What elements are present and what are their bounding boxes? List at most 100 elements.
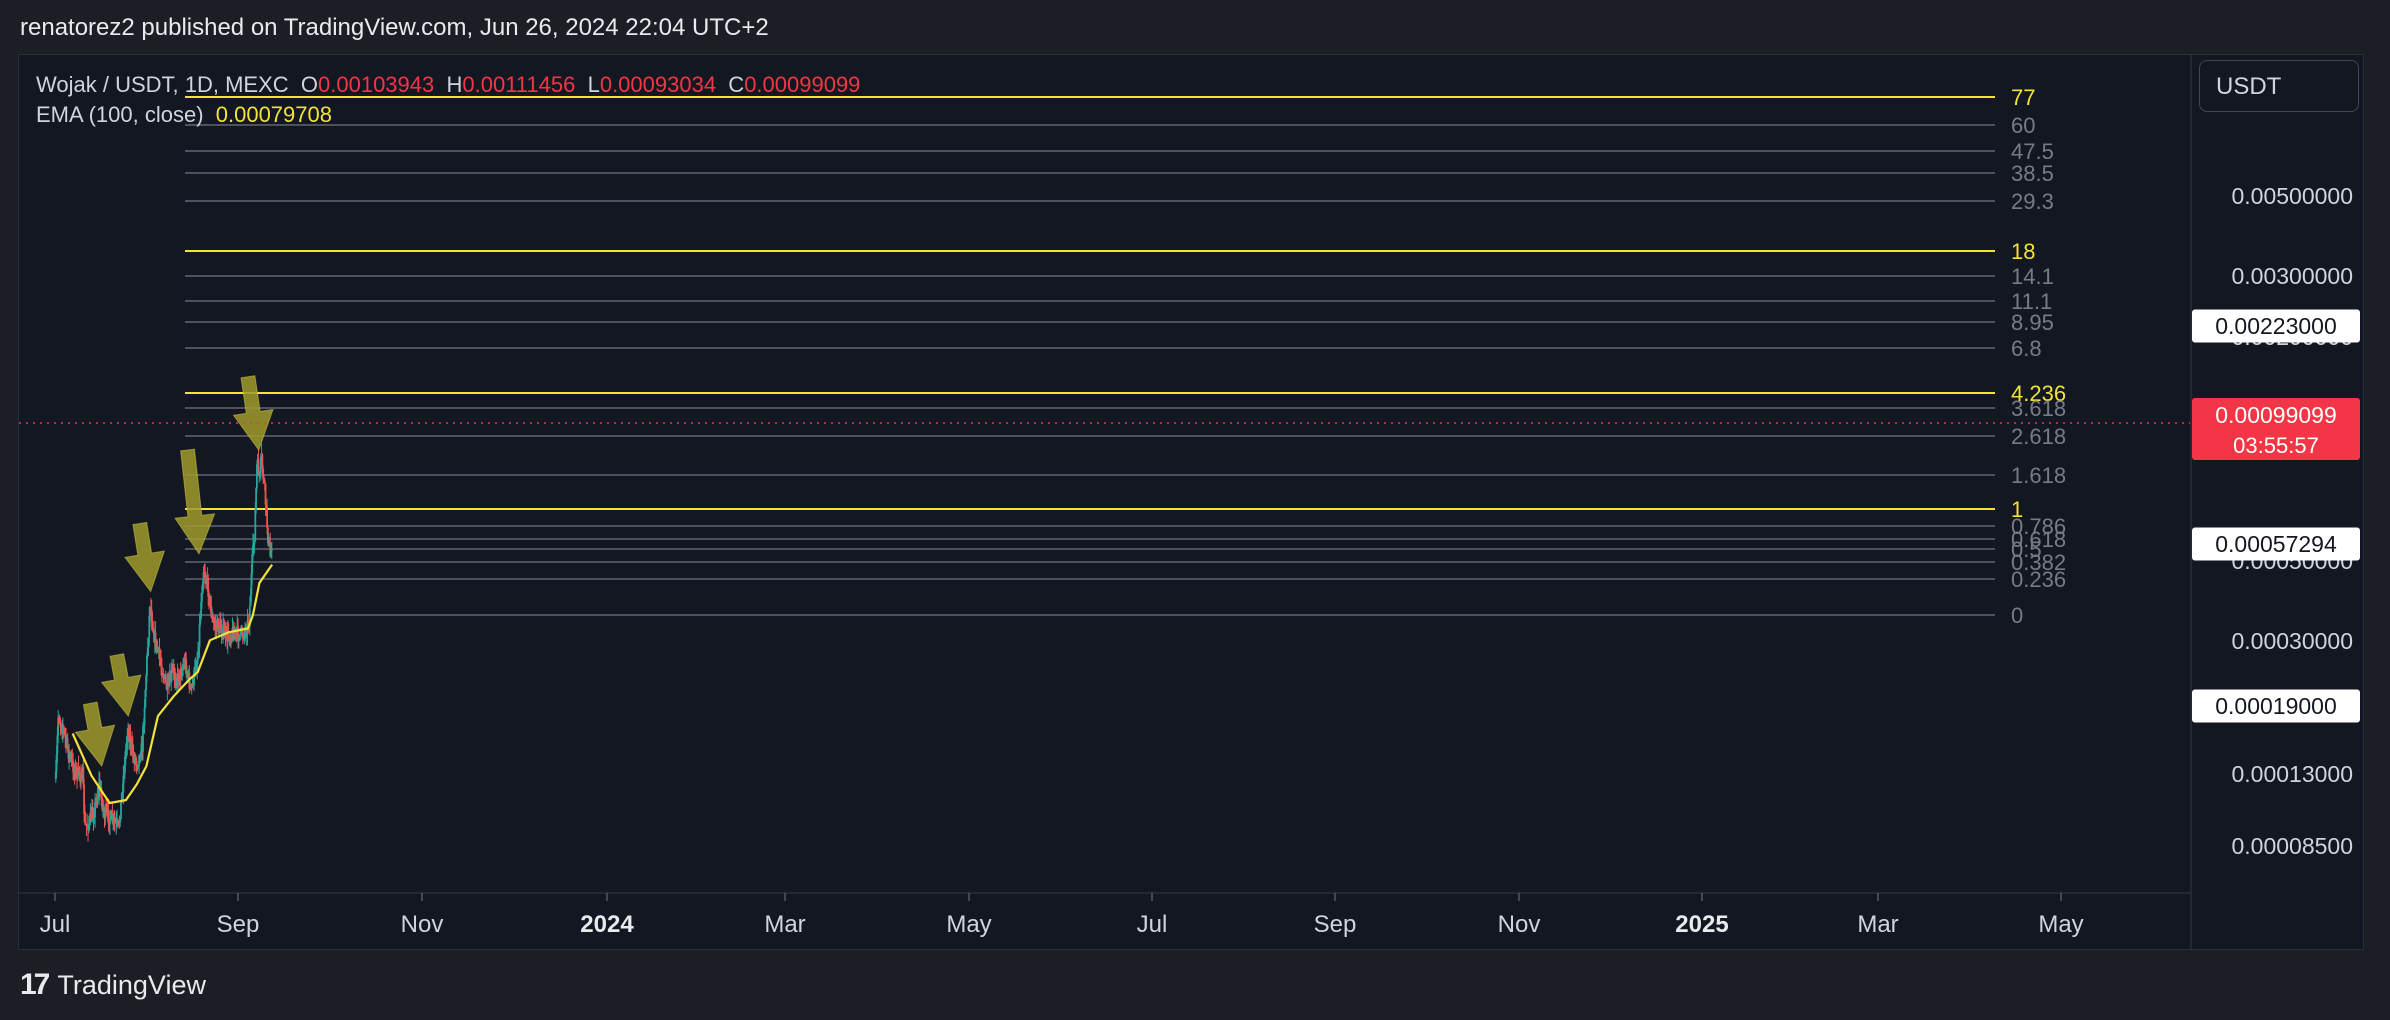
candle-body	[230, 635, 233, 642]
candle-body	[201, 583, 204, 594]
ema-line	[71, 563, 274, 805]
time-axis-label: Jul	[1137, 911, 1168, 938]
price-axis-label: 0.00300000	[2231, 263, 2353, 289]
time-axis-label: Sep	[217, 911, 260, 938]
candle-body	[245, 634, 248, 636]
candle-body	[55, 754, 58, 772]
time-axis-label: May	[2038, 911, 2083, 938]
candle-body	[83, 784, 85, 815]
candle-body	[255, 488, 258, 511]
price-axis-label: 0.00030000	[2231, 628, 2353, 654]
candle-body	[178, 681, 181, 684]
candle-body	[109, 819, 111, 825]
candle-body	[253, 541, 256, 545]
candle-body	[265, 504, 268, 507]
candle-body	[263, 478, 265, 481]
candle-body	[142, 726, 144, 752]
candle-body	[97, 793, 100, 796]
candle-body	[179, 669, 182, 678]
candle-body	[270, 549, 273, 551]
candle-body	[177, 673, 180, 684]
candle-body	[104, 807, 107, 819]
candle-body	[248, 606, 251, 627]
fib-label: 29.3	[2011, 189, 2054, 214]
candle-body	[263, 480, 266, 484]
candle-body	[185, 659, 188, 674]
chart-panel[interactable]: 77 60 47.5 38.5 29.3 18 14.1 11.1 8.95 6.8 4.236 3.…	[18, 54, 2364, 950]
candle-body	[222, 624, 225, 638]
candle-body	[61, 728, 64, 732]
candle-body	[152, 628, 155, 633]
candle-body	[146, 655, 148, 676]
candle-body	[264, 483, 267, 505]
candle-body	[98, 782, 101, 790]
candle-body	[190, 684, 192, 686]
candle-body	[70, 756, 73, 760]
candle-body	[254, 510, 257, 542]
candle-body	[54, 771, 57, 780]
candle-body	[195, 668, 198, 672]
candle-body	[121, 792, 124, 794]
candle-body	[210, 605, 213, 618]
currency-button[interactable]: USDT	[2199, 60, 2359, 112]
price-tags: 0.00223000 0.00099099 03:55:57 0.00057294 0.…	[2192, 309, 2360, 723]
candle-body	[212, 615, 214, 622]
candle-body	[238, 634, 241, 640]
ema-label[interactable]: EMA (100, close)	[36, 102, 204, 127]
candle-body	[129, 735, 132, 747]
candle-body	[83, 814, 86, 823]
candle-body	[252, 544, 254, 555]
candle-body	[124, 750, 127, 757]
candle-body	[139, 758, 142, 761]
candle-body	[197, 653, 199, 661]
candle-body	[241, 627, 243, 636]
candle-body	[146, 647, 149, 656]
fib-label: 11.1	[2011, 289, 2052, 314]
candle-body	[138, 755, 141, 761]
candle-body	[170, 671, 173, 683]
bar-countdown: 03:55:57	[2233, 433, 2319, 458]
candle-body	[270, 550, 272, 557]
candle-body	[174, 677, 177, 681]
candle-body	[118, 822, 121, 824]
annotation-arrow	[74, 701, 116, 768]
candle-body	[262, 468, 265, 479]
price-tag-value: 0.00223000	[2215, 313, 2337, 339]
footer: 17 TradingView	[20, 968, 206, 1002]
candle-body	[135, 757, 137, 762]
low-label: L	[587, 72, 600, 97]
candle-body	[122, 775, 125, 793]
candle-body	[151, 621, 154, 629]
candle-body	[66, 738, 69, 750]
fib-label: 8.95	[2011, 310, 2054, 335]
candle-body	[212, 621, 215, 624]
candle-body	[125, 743, 128, 751]
price-tag-value: 0.00019000	[2215, 693, 2337, 719]
candle-body	[114, 822, 117, 824]
candle-body	[259, 456, 262, 473]
fib-label: 0.5	[2011, 537, 2042, 562]
symbol-label[interactable]: Wojak / USDT, 1D, MEXC	[36, 72, 289, 97]
candle-body	[63, 728, 66, 732]
candle-body	[78, 767, 81, 777]
candle-body	[225, 629, 228, 631]
fib-label: 3.618	[2011, 396, 2066, 421]
candle-body	[203, 572, 206, 575]
candle-body	[204, 574, 206, 579]
candle-body	[148, 615, 151, 638]
low-value: 0.00093034	[599, 72, 717, 97]
candle-body	[237, 626, 239, 641]
chart-legend: Wojak / USDT, 1D, MEXC O0.00103943 H0.00…	[36, 70, 860, 130]
candle-body	[135, 761, 138, 767]
candle-body	[209, 596, 212, 606]
candle-body	[72, 760, 74, 773]
candle-body	[107, 809, 110, 824]
candle-body	[207, 577, 210, 597]
candle-body	[91, 810, 94, 818]
candle-body	[123, 772, 126, 776]
candle-body	[120, 793, 123, 800]
candle-body	[64, 731, 67, 737]
candle-body	[102, 806, 105, 813]
